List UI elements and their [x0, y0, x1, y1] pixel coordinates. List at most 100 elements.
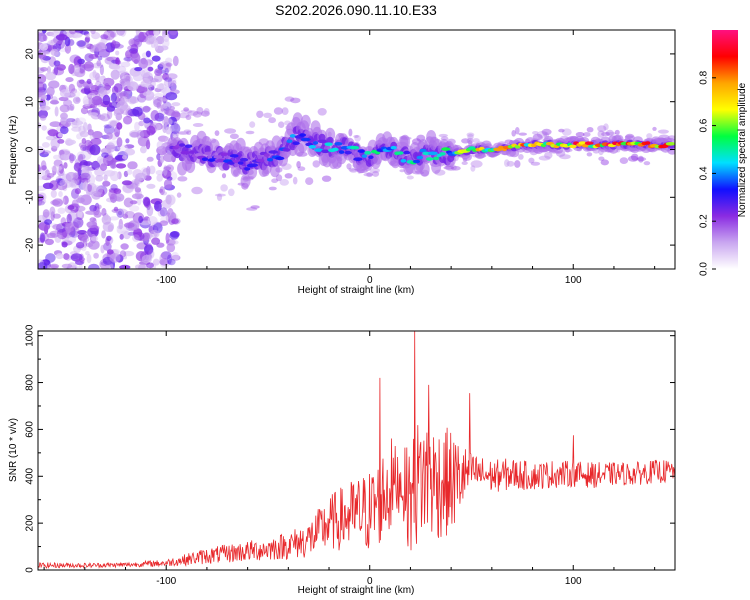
- snr-series-line: [38, 331, 675, 570]
- spectrogram-noise-blob: [69, 30, 77, 35]
- spectrogram-noise-blob: [144, 244, 154, 255]
- spectrogram-ridge-core: [368, 155, 374, 159]
- spectrogram-noise-blob: [138, 215, 144, 224]
- spectrogram-noise-blob: [90, 138, 102, 146]
- spectrogram-scatter-blob: [406, 175, 414, 180]
- spectrogram-noise-blob: [165, 57, 173, 64]
- spectrogram-noise-blob: [142, 105, 151, 113]
- spectrogram-noise-blob: [169, 105, 176, 111]
- spectrogram-noise-blob: [163, 32, 170, 43]
- snr-y-ticks: 0 200 400 600 800 1000: [25, 324, 675, 573]
- spectrogram-ridge-core: [334, 142, 343, 146]
- spectrogram-noise-blob: [88, 240, 100, 250]
- spectrogram-ridge-core: [282, 148, 291, 152]
- spectrogram-scatter-blob: [472, 138, 480, 144]
- spectrogram-noise-blob: [98, 87, 107, 98]
- spectrogram-noise-blob: [156, 174, 163, 182]
- spectrogram-noise-blob: [153, 30, 160, 37]
- spectrogram-noise-blob: [163, 166, 172, 171]
- spectrogram-noise-blob: [82, 181, 89, 192]
- spectrogram-scatter-blob: [284, 96, 295, 102]
- spectrogram-ridge-core: [308, 145, 316, 149]
- spectrogram-noise-blob: [88, 263, 100, 269]
- spectrogram-scatter-blob: [348, 128, 353, 137]
- colorbar-tick-label: 0.2: [699, 214, 710, 228]
- spectrogram-scatter-blob: [506, 160, 515, 167]
- spectrogram-ridge-halo: [300, 114, 311, 129]
- spectrogram-noise-blob: [63, 99, 73, 107]
- spectrogram-scatter-blob: [183, 107, 190, 112]
- spectrogram-scatter-blob: [601, 131, 610, 137]
- spectrogram-scatter-blob: [221, 173, 227, 179]
- spectrogram-noise-blob: [84, 35, 91, 43]
- spectrogram-noise-blob: [72, 96, 81, 104]
- spectrogram-noise-blob: [142, 91, 155, 97]
- spectrogram-ridge-core: [249, 163, 258, 167]
- spectrogram-noise-blob: [138, 263, 148, 269]
- spectrogram-scatter-blob: [214, 193, 226, 197]
- spectrogram-scatter-blob: [538, 155, 551, 161]
- spectrogram-noise-blob: [114, 193, 125, 202]
- spectrogram-noise-blob: [133, 228, 143, 238]
- spectrogram-noise-blob: [115, 57, 120, 66]
- spectrogram-scatter-blob: [605, 129, 614, 137]
- spectrogram-scatter-blob: [558, 128, 565, 133]
- spectrogram-noise-blob: [95, 80, 102, 90]
- spectrogram-noise-blob: [154, 39, 159, 51]
- spectrogram-noise-blob: [102, 221, 115, 232]
- spectrogram-noise-blob: [77, 154, 84, 162]
- spectrogram-noise-blob: [128, 38, 140, 47]
- spectrogram-noise-blob: [143, 232, 151, 241]
- spectrogram-ridge-core: [364, 151, 372, 155]
- spectrogram-noise-blob: [76, 40, 86, 47]
- spectrogram-scatter-blob: [353, 135, 359, 138]
- spectrogram-noise-blob: [39, 43, 49, 51]
- spectrogram-ridge-core: [433, 156, 440, 161]
- spectrogram-noise-blob: [116, 122, 123, 130]
- y-tick-label: 0: [25, 567, 36, 573]
- spectrogram-noise-blob: [146, 125, 156, 136]
- spectrogram-scatter-blob: [185, 114, 192, 120]
- y-tick-label: -20: [25, 237, 36, 252]
- spectrogram-ridge-core: [300, 137, 311, 142]
- spectrogram-noise-blob: [61, 263, 73, 269]
- spectrogram-noise-blob: [60, 154, 67, 159]
- spectrogram-noise-blob: [80, 107, 89, 115]
- spectrogram-noise-blob: [142, 83, 153, 88]
- spectrogram-ridge-core: [267, 157, 273, 162]
- spectrogram-noise-blob: [117, 225, 123, 230]
- spectrogram-noise-blob: [76, 197, 85, 203]
- spectrogram-ridge-core: [317, 139, 327, 144]
- spectrogram-noise-blob: [132, 234, 140, 243]
- spectrogram-noise-blob: [58, 191, 63, 198]
- spectrogram-scatter-blob: [530, 161, 541, 166]
- spectrogram-noise-blob: [119, 264, 131, 269]
- spectrogram-noise-blob: [40, 51, 51, 56]
- x-tick-label: 100: [565, 576, 582, 587]
- spectrogram-noise-blob: [120, 243, 129, 250]
- spectrogram-noise-blob: [163, 78, 174, 87]
- spectrogram-ridge-core: [184, 144, 193, 148]
- spectrogram-scatter-blob: [273, 107, 283, 115]
- spectrogram-noise-blob: [146, 183, 156, 189]
- colorbar: 0.0 0.2 0.4 0.6 0.8 Normalized spectral ampl…: [699, 30, 748, 276]
- spectrogram-scatter-blob: [646, 133, 653, 139]
- spectrogram-noise-blob: [97, 204, 102, 210]
- snr-background: [38, 331, 675, 570]
- spectrogram-noise-blob: [150, 110, 160, 121]
- spectrogram-noise-blob: [92, 69, 97, 79]
- spectrogram-noise-blob: [142, 106, 152, 111]
- spectrogram-noise-blob: [68, 139, 77, 145]
- spectrogram-noise-blob: [99, 76, 104, 84]
- spectrogram-noise-blob: [109, 216, 119, 221]
- spectrogram-noise-blob: [100, 34, 109, 40]
- spectrogram-scatter-blob: [187, 110, 199, 116]
- spectrogram-noise-blob: [81, 87, 92, 94]
- spectrogram-scatter-blob: [263, 112, 272, 119]
- spectrogram-noise-blob: [123, 255, 127, 260]
- spectrogram-ylabel: Frequency (Hz): [8, 116, 19, 185]
- spectrogram-noise-blob: [103, 174, 108, 181]
- spectrogram-noise-blob: [130, 131, 140, 138]
- spectrogram-noise-blob: [116, 208, 128, 217]
